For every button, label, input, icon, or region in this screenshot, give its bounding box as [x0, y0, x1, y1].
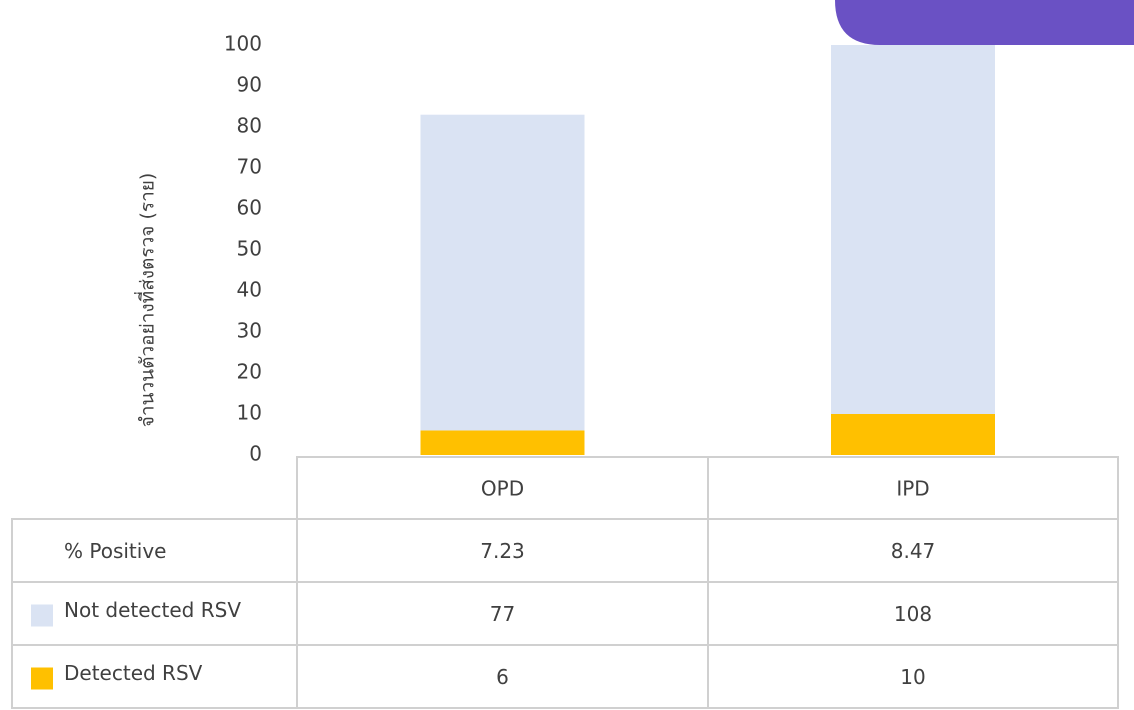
bar-segment — [420, 430, 585, 455]
table-cell — [707, 644, 1119, 709]
corner-banner — [835, 0, 1134, 45]
table-value: 77 — [490, 602, 515, 626]
y-tick-label: 50 — [237, 237, 262, 261]
bar-segment — [831, 414, 995, 455]
y-tick-label: 10 — [237, 401, 262, 425]
y-tick-label: 20 — [237, 360, 262, 384]
bar-segment — [831, 45, 995, 414]
table-value: 10 — [900, 665, 925, 689]
legend-label: Detected RSV — [64, 661, 203, 685]
y-tick-label: 90 — [237, 73, 262, 97]
y-axis-label: จำนวนตัวอย่างที่ส่งตรวจ (ราย) — [134, 173, 159, 428]
row-label: % Positive — [64, 539, 166, 563]
legend-swatch — [31, 604, 53, 627]
legend-label: Not detected RSV — [64, 598, 241, 622]
y-tick-label: 70 — [237, 155, 262, 179]
y-tick-label: 100 — [224, 32, 262, 56]
bars — [420, 45, 995, 455]
y-tick-label: 80 — [237, 114, 262, 138]
y-tick-label: 30 — [237, 319, 262, 343]
table-value: 7.23 — [480, 539, 525, 563]
y-tick-label: 0 — [249, 442, 262, 466]
y-tick-label: 40 — [237, 278, 262, 302]
table-value: 108 — [894, 602, 932, 626]
column-header: IPD — [896, 477, 929, 501]
y-tick-label: 60 — [237, 196, 262, 220]
bar-segment — [420, 114, 585, 431]
table-value: 6 — [496, 665, 509, 689]
column-header: OPD — [481, 477, 524, 501]
table-value: 8.47 — [891, 539, 936, 563]
legend-swatch — [31, 667, 53, 690]
